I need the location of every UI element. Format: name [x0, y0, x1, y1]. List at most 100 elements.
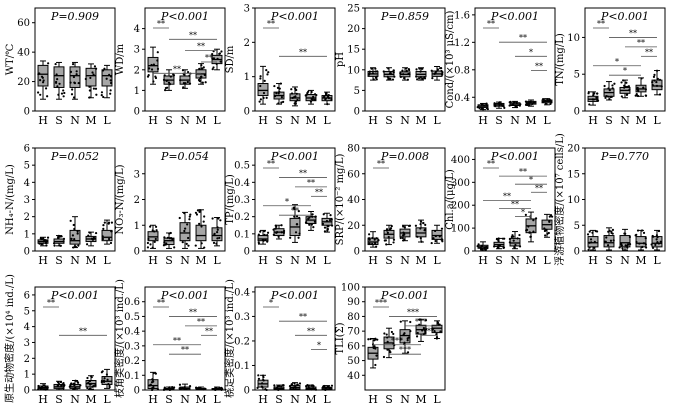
- y-tick-label: 90: [347, 297, 360, 308]
- data-point: [476, 106, 479, 109]
- data-point: [386, 348, 389, 351]
- y-tick-label: 10: [347, 65, 360, 76]
- data-point: [212, 57, 216, 60]
- x-category-label: N: [290, 393, 300, 406]
- data-point: [275, 225, 278, 228]
- data-point: [368, 238, 371, 241]
- y-tick-label: 0.8: [454, 65, 470, 76]
- y-tick-label: 5: [574, 221, 580, 232]
- significance-label: ***: [391, 336, 403, 345]
- x-category-label: M: [305, 254, 316, 267]
- data-point: [93, 237, 96, 240]
- significance-label: **: [47, 299, 55, 308]
- y-tick-label: 3: [24, 195, 30, 206]
- data-point: [532, 101, 536, 104]
- data-point: [296, 223, 299, 226]
- data-point: [146, 246, 150, 249]
- x-category-label: H: [148, 393, 158, 406]
- data-point: [45, 240, 48, 243]
- data-point: [417, 77, 421, 80]
- data-point: [102, 224, 105, 227]
- data-point: [185, 388, 188, 391]
- y-tick-label: 0: [354, 107, 360, 118]
- data-point: [194, 244, 197, 247]
- data-point: [588, 103, 591, 106]
- data-point: [606, 244, 610, 247]
- data-point: [657, 242, 660, 245]
- data-point: [496, 246, 499, 249]
- x-category-label: L: [213, 254, 221, 267]
- data-point: [310, 90, 313, 94]
- x-category-label: S: [275, 254, 283, 267]
- data-point: [476, 244, 479, 248]
- data-point: [385, 333, 388, 336]
- data-point: [277, 102, 280, 105]
- data-point: [168, 386, 171, 389]
- data-point: [508, 104, 511, 107]
- data-point: [655, 234, 658, 237]
- x-category-label: H: [478, 254, 488, 267]
- data-point: [171, 386, 174, 389]
- data-point: [311, 215, 314, 218]
- data-point: [151, 378, 154, 381]
- data-point: [46, 95, 49, 98]
- y-tick-label: 0: [24, 107, 30, 118]
- data-point: [71, 62, 75, 66]
- data-point: [100, 91, 104, 94]
- data-point: [515, 105, 518, 108]
- data-point: [439, 330, 442, 333]
- data-point: [315, 93, 318, 97]
- x-category-label: N: [620, 254, 630, 267]
- data-point: [307, 387, 310, 390]
- data-point: [371, 242, 374, 246]
- y-tick-label: 20: [347, 24, 360, 35]
- data-point: [367, 338, 370, 341]
- plot-frame: [34, 7, 116, 112]
- data-point: [620, 244, 623, 247]
- data-point: [179, 387, 182, 390]
- data-point: [87, 381, 90, 384]
- x-category-label: M: [635, 114, 646, 127]
- data-point: [591, 231, 594, 234]
- data-point: [323, 226, 327, 229]
- data-point: [419, 76, 423, 79]
- data-point: [440, 66, 443, 70]
- data-point: [195, 213, 199, 216]
- data-point: [220, 386, 223, 389]
- x-category-label: S: [165, 114, 173, 127]
- y-axis-label: Cond/(×10³ μS/cm): [445, 11, 456, 109]
- y-axis-label: 浮游植物密度/(×10⁷ cells/L): [553, 133, 566, 266]
- data-point: [282, 231, 286, 235]
- plot-frame: [144, 7, 226, 112]
- data-point: [63, 91, 66, 95]
- significance-label: **: [197, 42, 205, 51]
- y-tick-label: 0.1: [234, 229, 250, 240]
- data-point: [163, 236, 166, 239]
- data-point: [322, 95, 326, 98]
- data-point: [62, 95, 65, 98]
- p-value-label: P<0.001: [600, 10, 649, 23]
- data-point: [170, 237, 173, 240]
- data-point: [166, 236, 169, 239]
- data-point: [93, 65, 97, 68]
- data-point: [216, 237, 219, 240]
- data-point: [92, 73, 95, 76]
- data-point: [308, 223, 311, 226]
- data-point: [518, 245, 522, 248]
- significance-label: **: [487, 160, 495, 169]
- data-point: [611, 87, 614, 90]
- y-tick-label: 60: [347, 169, 360, 180]
- y-tick-label: 15: [567, 169, 580, 180]
- data-point: [148, 67, 151, 70]
- data-point: [480, 244, 484, 247]
- data-point: [384, 239, 387, 242]
- data-point: [152, 80, 155, 83]
- data-point: [401, 236, 404, 240]
- data-point: [168, 83, 172, 86]
- x-category-label: H: [38, 114, 48, 127]
- data-point: [399, 72, 402, 75]
- data-point: [200, 388, 203, 391]
- data-point: [110, 230, 113, 233]
- y-tick-label: 6: [24, 144, 30, 155]
